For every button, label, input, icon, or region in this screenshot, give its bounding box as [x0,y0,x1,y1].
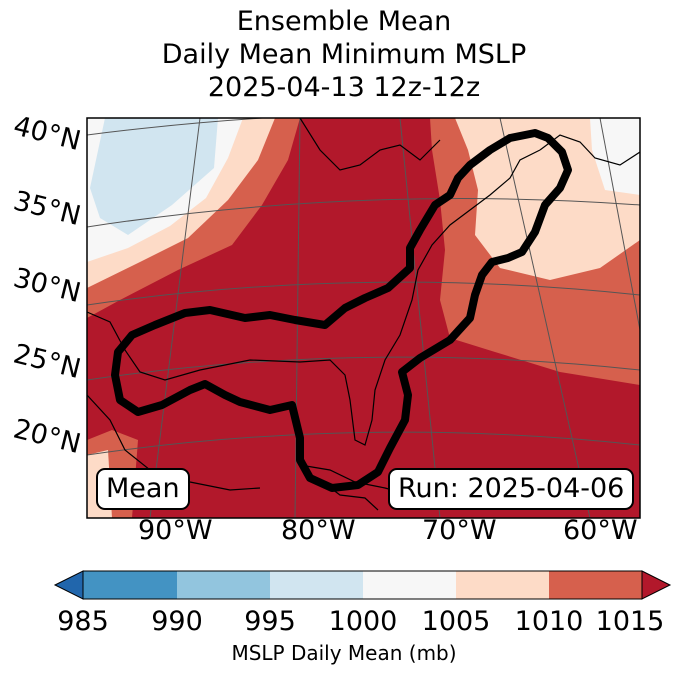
gridline-25n [87,356,640,381]
coastline-us [87,149,541,446]
colorbar [53,570,672,600]
colorbar-tick-1005: 1005 [421,606,491,637]
gridline-40n [87,118,640,136]
gridline-60w [499,118,591,518]
map-frame [86,117,641,519]
field-1000-east [590,118,640,195]
lon-label-90w: 90°W [138,515,213,546]
gridline-35n [87,198,640,228]
pressure-field [87,118,640,518]
gridline-30n [87,281,640,306]
field-995-west [90,118,218,235]
mean-box: Mean [96,468,190,510]
title-line-3: 2025-04-13 12z-12z [207,72,481,103]
colorbar-tick-1010: 1010 [514,606,584,637]
colorbar-outline [82,570,643,600]
colorbar-bin-1010-1015 [549,571,642,599]
title-line-2: Daily Mean Minimum MSLP [161,39,527,70]
lon-label-70w: 70°W [422,515,497,546]
lon-label-60w: 60°W [563,515,638,546]
colorbar-bin-1005-1010 [456,571,549,599]
colorbar-tick-1015: 1015 [595,606,665,637]
mslp-contour [111,129,572,492]
colorbar-tick-985: 985 [57,606,109,637]
colorbar-label: MSLP Daily Mean (mb) [231,641,457,665]
colorbar-tick-1000: 1000 [328,606,398,637]
colorbar-bin-995-1000 [270,571,363,599]
colorbar-extend-low [53,570,84,600]
colorbar-extend-high [641,570,672,600]
coastline-canada [539,134,640,166]
colorbar-bin-985-990 [83,571,177,599]
run-date-box: Run: 2025-04-06 [388,468,635,510]
gridline-70w [399,118,441,518]
colorbar-bin-990-995 [177,571,270,599]
coastline-great-lakes [299,118,441,171]
coastlines [87,118,640,511]
lon-label-80w: 80°W [281,515,356,546]
colorbar-bin-1000-1005 [363,571,456,599]
gridline-50w [599,118,640,331]
gridline-20n [87,431,640,456]
colorbar-tick-990: 990 [151,606,203,637]
title-line-1: Ensemble Mean [236,6,452,37]
colorbar-tick-995: 995 [244,606,296,637]
